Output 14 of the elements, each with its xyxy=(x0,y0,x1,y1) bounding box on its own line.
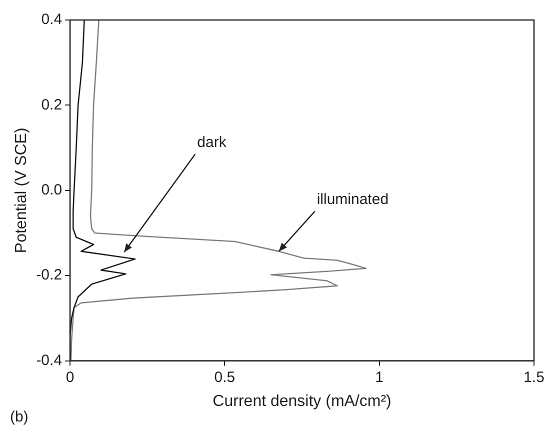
x-tick-label: 1 xyxy=(375,368,384,386)
y-tick-label: -0.2 xyxy=(36,266,62,284)
x-tick-label: 0 xyxy=(66,368,74,386)
y-tick-label: -0.4 xyxy=(36,352,62,369)
y-tick-label: 0.2 xyxy=(41,96,62,114)
y-axis-title: Potential (V SCE) xyxy=(13,128,30,254)
x-axis-title: Current density (mA/cm²) xyxy=(212,392,392,410)
text: (b) xyxy=(10,408,28,426)
x-tick-label: 1.5 xyxy=(524,368,544,386)
y-tick-label: 0.0 xyxy=(41,182,62,199)
annotation: dark xyxy=(197,134,227,151)
x-tick-label: 0.5 xyxy=(214,368,236,386)
annotation: illuminated xyxy=(316,190,389,208)
y-tick-label: 0.4 xyxy=(41,11,62,28)
